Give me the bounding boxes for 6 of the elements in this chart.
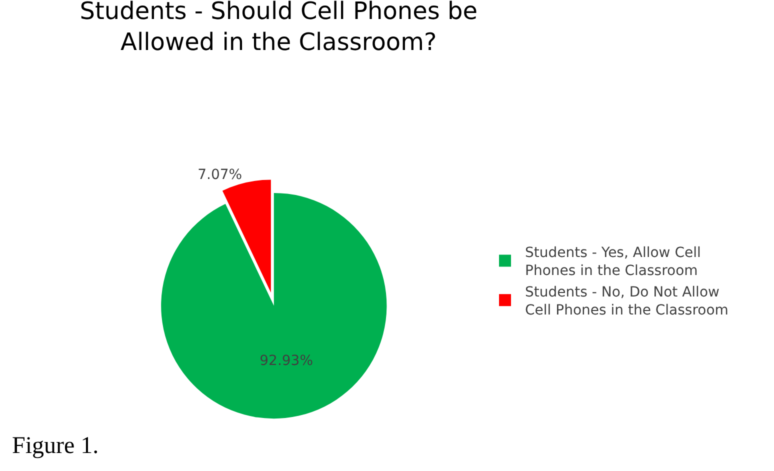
data-label: 7.07% [198, 166, 242, 183]
caption: Figure 1. [12, 433, 99, 459]
chart-title: Students - Should Cell Phones be Allowed in the Classroom? [80, 0, 478, 56]
data-label: 92.93% [260, 352, 314, 369]
legend-label: Students - Yes, Allow Cell Phones in the Classroom [525, 245, 701, 280]
legend-label: Students - No, Do Not Allow Cell Phones in the Classroom [525, 284, 728, 319]
